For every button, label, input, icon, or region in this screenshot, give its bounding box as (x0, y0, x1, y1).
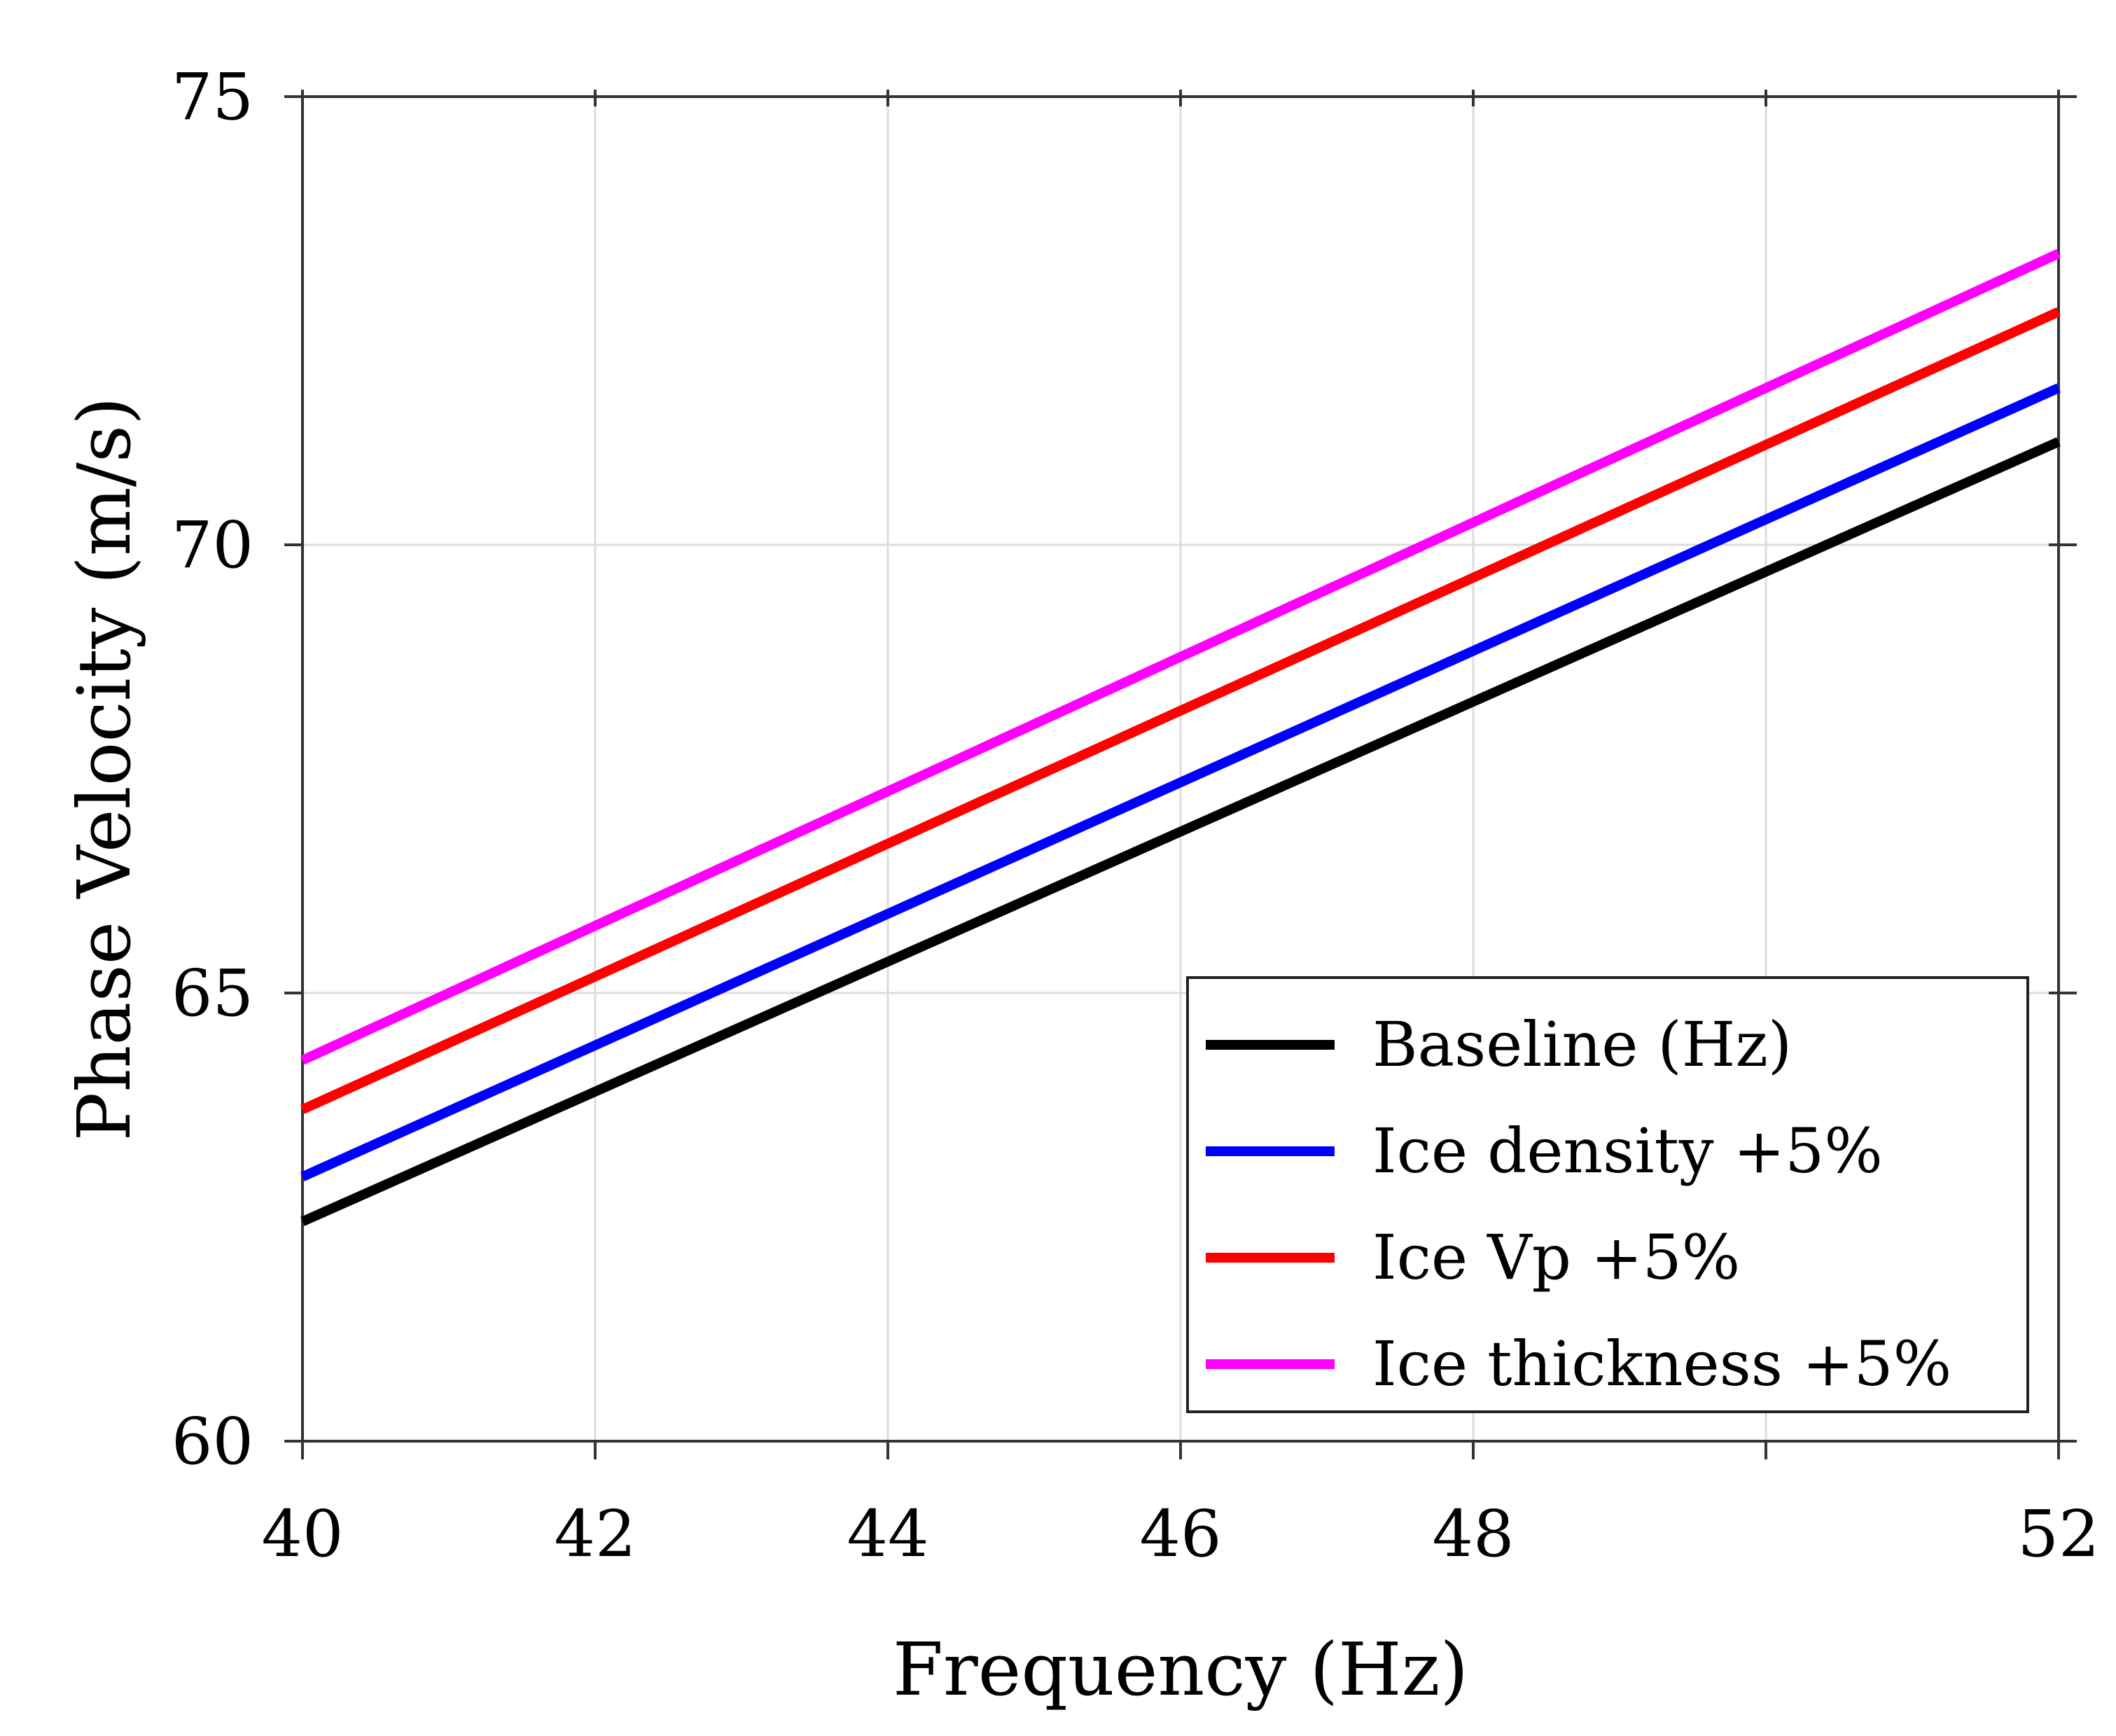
legend-label: Baseline (Hz) (1372, 1008, 1792, 1081)
x-tick-label: 52 (2017, 1497, 2099, 1571)
series-line (300, 437, 2061, 1226)
x-tick-label: 42 (554, 1497, 636, 1571)
y-tick-label: 75 (172, 60, 253, 134)
y-tick-label: 70 (172, 508, 253, 583)
y-tick-label: 65 (172, 956, 253, 1031)
y-tick-labels: 60 65 70 75 (172, 60, 253, 1479)
x-tick-label: 48 (1432, 1497, 1514, 1571)
legend-label: Ice thickness +5% (1372, 1328, 1951, 1400)
x-tick-label: 44 (847, 1497, 928, 1571)
x-axis-title: Frequency (Hz) (893, 1627, 1468, 1712)
series-line (300, 383, 2061, 1181)
grid (302, 97, 2059, 1441)
series-line (300, 249, 2061, 1065)
y-axis-title: Phase Velocity (m/s) (62, 396, 147, 1141)
legend-label: Ice density +5% (1372, 1115, 1883, 1187)
legend-label: Ice Vp +5% (1372, 1221, 1740, 1293)
x-tick-label: 40 (261, 1497, 343, 1571)
ticks (284, 90, 2077, 1459)
legend: Baseline (Hz) Ice density +5% Ice Vp +5% Ic… (1186, 976, 2029, 1413)
legend-box (1186, 976, 2029, 1413)
x-tick-labels: 40 42 44 46 48 52 (261, 1497, 2099, 1571)
series-line (300, 307, 2061, 1114)
y-tick-label: 60 (172, 1404, 253, 1479)
x-tick-label: 46 (1139, 1497, 1221, 1571)
series-lines (300, 249, 2061, 1226)
